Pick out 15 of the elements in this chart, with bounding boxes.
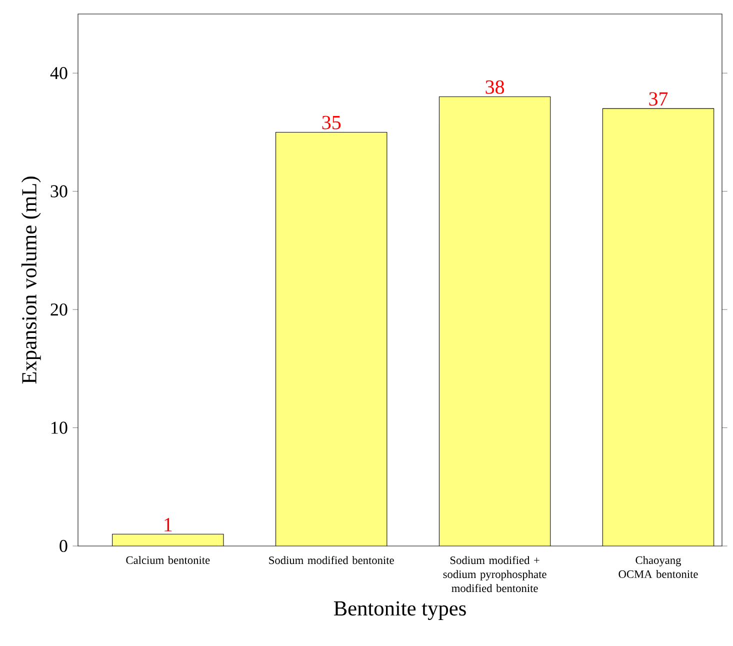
x-tick-label: Chaoyang OCMA bentonite [618, 556, 698, 578]
y-tick-label: 0 [60, 540, 68, 552]
data-label: 38 [486, 80, 504, 94]
data-label: 37 [649, 92, 668, 106]
data-label: 1 [164, 518, 172, 532]
x-tick-label: Sodium modified + sodium pyrophosphate modified bentonite [443, 556, 546, 592]
x-tick-label: Calcium bentonite [126, 556, 210, 564]
y-tick-label: 40 [50, 67, 68, 80]
y-tick-label: 30 [50, 185, 68, 198]
y-tick-label: 20 [50, 303, 68, 316]
y-tick-label: 10 [52, 422, 68, 434]
data-label: 35 [322, 116, 341, 130]
x-tick-label: Sodium modified bentonite [269, 556, 394, 564]
x-axis-title: Bentonite types [334, 601, 466, 620]
y-axis-title: Expansion volume (mL) [21, 176, 41, 384]
